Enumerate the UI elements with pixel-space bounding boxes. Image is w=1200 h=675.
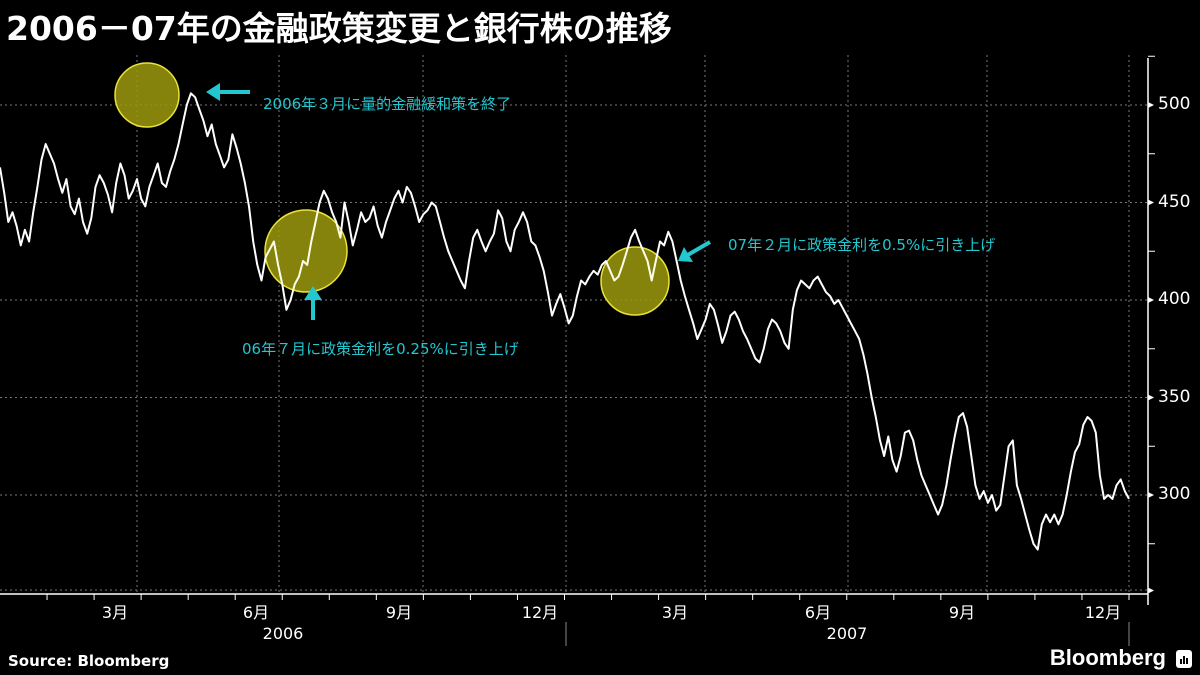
x-axis bbox=[0, 593, 1148, 646]
bank-stock-line bbox=[0, 92, 1130, 551]
x-tick-label: 12月 bbox=[1084, 603, 1122, 622]
annotation-rate-hike-05: 07年２月に政策金利を0.5%に引き上げ bbox=[728, 236, 996, 254]
x-tick-label: 6月 bbox=[242, 603, 270, 622]
y-tick-label: 350 bbox=[1158, 386, 1191, 407]
y-tick-label: 400 bbox=[1158, 289, 1191, 309]
y-axis bbox=[1147, 55, 1155, 605]
highlight-circles bbox=[114, 62, 670, 316]
year-label: 2006 bbox=[262, 624, 304, 643]
annotation-qe-end: 2006年３月に量的金融緩和策を終了 bbox=[263, 95, 512, 113]
year-label: 2007 bbox=[826, 624, 868, 643]
bloomberg-logo: Bloomberg bbox=[1049, 645, 1166, 670]
annotation-arrows bbox=[206, 83, 712, 320]
highlight-overlays bbox=[115, 63, 669, 315]
y-tick-label: 300 bbox=[1158, 484, 1191, 504]
x-tick-label: 12月 bbox=[521, 603, 559, 622]
gridlines bbox=[0, 55, 1148, 593]
y-tick-label: 500 bbox=[1158, 94, 1191, 114]
x-tick-label: 3月 bbox=[101, 603, 129, 622]
annotation-rate-hike-025: 06年７月に政策金利を0.25%に引き上げ bbox=[242, 340, 519, 358]
highlight-circle bbox=[264, 209, 348, 293]
x-tick-label: 9月 bbox=[948, 603, 976, 622]
source-label: Source: Bloomberg bbox=[8, 652, 170, 670]
x-tick-label: 9月 bbox=[385, 603, 413, 622]
highlight-circle bbox=[114, 62, 180, 128]
y-tick-label: 450 bbox=[1158, 191, 1191, 212]
bloomberg-chart-icon bbox=[1176, 650, 1192, 668]
highlight-circle bbox=[600, 246, 670, 316]
x-tick-label: 6月 bbox=[804, 603, 832, 622]
chart-title: 2006－07年の金融政策変更と銀行株の推移 bbox=[6, 9, 672, 48]
x-tick-label: 3月 bbox=[661, 603, 689, 622]
